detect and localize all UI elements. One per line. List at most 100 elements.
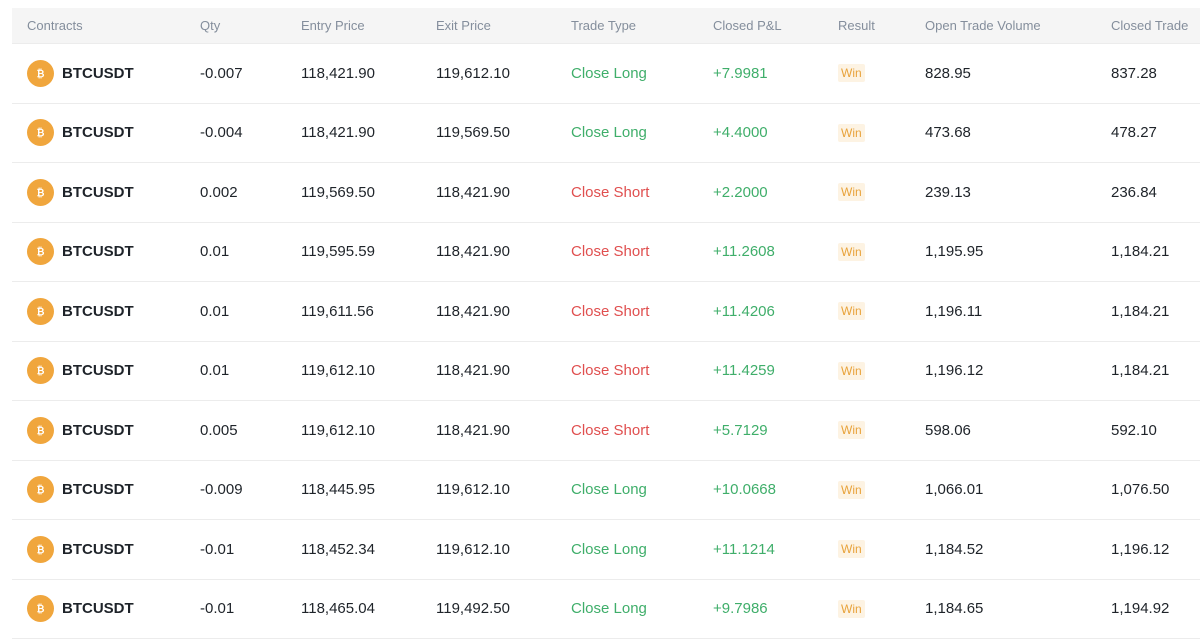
trade-type-value: Close Long	[571, 64, 647, 82]
closed-pnl-value: +4.4000	[713, 124, 768, 142]
contract-cell: BTCUSDT	[12, 357, 200, 385]
contract-cell: BTCUSDT	[12, 59, 200, 87]
table-row[interactable]: BTCUSDT 0.01 119,612.10 118,421.90 Close…	[12, 342, 1200, 401]
exit-price-value: 119,612.10	[436, 64, 510, 82]
column-header-exit-price[interactable]: Exit Price	[436, 18, 491, 33]
column-header-contracts[interactable]: Contracts	[27, 18, 83, 33]
table-row[interactable]: BTCUSDT 0.01 119,611.56 118,421.90 Close…	[12, 282, 1200, 342]
bitcoin-icon	[27, 238, 54, 266]
entry-price-value: 118,445.95	[301, 481, 375, 499]
column-header-entry-price[interactable]: Entry Price	[301, 18, 365, 33]
contract-symbol: BTCUSDT	[62, 362, 134, 380]
table-header: Contracts Qty Entry Price Exit Price Tra…	[12, 8, 1200, 44]
open-trade-volume-value: 828.95	[925, 64, 971, 82]
table-row[interactable]: BTCUSDT -0.01 118,452.34 119,612.10 Clos…	[12, 520, 1200, 580]
entry-price-value: 118,421.90	[301, 64, 375, 82]
table-row[interactable]: BTCUSDT 0.01 119,595.59 118,421.90 Close…	[12, 223, 1200, 282]
qty-value: -0.007	[200, 64, 243, 82]
result-badge: Win	[838, 302, 865, 321]
open-trade-volume-value: 598.06	[925, 421, 971, 439]
closed-pnl-value: +11.4206	[713, 302, 775, 320]
closed-trade-value: 1,076.50	[1111, 481, 1170, 499]
closed-trade-value: 1,184.21	[1111, 362, 1170, 380]
bitcoin-icon	[27, 416, 54, 444]
table-row[interactable]: BTCUSDT 0.002 119,569.50 118,421.90 Clos…	[12, 163, 1200, 223]
contract-cell: BTCUSDT	[12, 535, 200, 563]
trade-type-value: Close Long	[571, 600, 647, 618]
column-header-qty[interactable]: Qty	[200, 18, 221, 33]
column-header-closed-trade[interactable]: Closed Trade	[1111, 18, 1189, 33]
entry-price-value: 119,611.56	[301, 302, 374, 320]
closed-pnl-value: +11.1214	[713, 540, 775, 558]
qty-value: 0.01	[200, 362, 230, 380]
table-row[interactable]: BTCUSDT -0.004 118,421.90 119,569.50 Clo…	[12, 104, 1200, 163]
contract-symbol: BTCUSDT	[62, 64, 134, 82]
trade-type-value: Close Short	[571, 362, 650, 380]
contract-cell: BTCUSDT	[12, 416, 200, 444]
result-cell: Win	[838, 421, 925, 440]
contract-symbol: BTCUSDT	[62, 540, 134, 558]
qty-value: 0.005	[200, 421, 238, 439]
table-row[interactable]: BTCUSDT -0.009 118,445.95 119,612.10 Clo…	[12, 461, 1200, 520]
table-row[interactable]: BTCUSDT 0.005 119,612.10 118,421.90 Clos…	[12, 401, 1200, 461]
closed-pnl-value: +2.2000	[713, 183, 768, 201]
column-header-trade-type[interactable]: Trade Type	[571, 18, 637, 33]
exit-price-value: 118,421.90	[436, 421, 510, 439]
closed-trade-value: 1,196.12	[1111, 540, 1170, 558]
closed-pnl-value: +5.7129	[713, 421, 768, 439]
bitcoin-icon	[27, 476, 54, 504]
exit-price-value: 118,421.90	[436, 362, 510, 380]
contract-cell: BTCUSDT	[12, 119, 200, 147]
result-cell: Win	[838, 64, 925, 83]
closed-trade-value: 478.27	[1111, 124, 1157, 142]
table-body: BTCUSDT -0.007 118,421.90 119,612.10 Clo…	[12, 44, 1200, 639]
bitcoin-icon	[27, 119, 54, 147]
result-cell: Win	[838, 540, 925, 559]
closed-pnl-value: +7.9981	[713, 64, 768, 82]
trade-type-value: Close Short	[571, 421, 650, 439]
bitcoin-icon	[27, 357, 54, 385]
table-row[interactable]: BTCUSDT -0.01 118,465.04 119,492.50 Clos…	[12, 580, 1200, 639]
bitcoin-icon	[27, 59, 54, 87]
result-badge: Win	[838, 123, 865, 142]
qty-value: -0.01	[200, 600, 235, 618]
result-badge: Win	[838, 540, 865, 559]
bitcoin-icon	[27, 535, 54, 563]
open-trade-volume-value: 1,184.65	[925, 600, 984, 618]
result-cell: Win	[838, 480, 925, 499]
column-header-closed-pnl[interactable]: Closed P&L	[713, 18, 782, 33]
trade-type-value: Close Short	[571, 243, 650, 261]
contract-symbol: BTCUSDT	[62, 243, 134, 261]
closed-trade-value: 1,184.21	[1111, 302, 1170, 320]
qty-value: -0.01	[200, 540, 235, 558]
entry-price-value: 119,612.10	[301, 421, 375, 439]
table-row[interactable]: BTCUSDT -0.007 118,421.90 119,612.10 Clo…	[12, 44, 1200, 104]
trade-type-value: Close Short	[571, 302, 650, 320]
exit-price-value: 118,421.90	[436, 243, 510, 261]
result-badge: Win	[838, 361, 865, 380]
open-trade-volume-value: 1,184.52	[925, 540, 984, 558]
result-cell: Win	[838, 242, 925, 261]
closed-pnl-value: +11.4259	[713, 362, 775, 380]
bitcoin-icon	[27, 297, 54, 325]
bitcoin-icon	[27, 595, 54, 623]
open-trade-volume-value: 473.68	[925, 124, 971, 142]
closed-trade-value: 1,194.92	[1111, 600, 1170, 618]
open-trade-volume-value: 1,196.12	[925, 362, 984, 380]
entry-price-value: 118,421.90	[301, 124, 375, 142]
closed-trade-value: 837.28	[1111, 64, 1157, 82]
contract-cell: BTCUSDT	[12, 595, 200, 623]
entry-price-value: 119,612.10	[301, 362, 375, 380]
bitcoin-icon	[27, 178, 54, 206]
entry-price-value: 118,465.04	[301, 600, 375, 618]
column-header-open-trade-volume[interactable]: Open Trade Volume	[925, 18, 1041, 33]
qty-value: 0.01	[200, 302, 230, 320]
contract-cell: BTCUSDT	[12, 297, 200, 325]
result-cell: Win	[838, 302, 925, 321]
open-trade-volume-value: 1,196.11	[925, 302, 983, 320]
closed-pnl-value: +11.2608	[713, 243, 775, 261]
closed-trade-value: 1,184.21	[1111, 243, 1170, 261]
column-header-result[interactable]: Result	[838, 18, 875, 33]
exit-price-value: 118,421.90	[436, 302, 510, 320]
result-badge: Win	[838, 64, 865, 83]
